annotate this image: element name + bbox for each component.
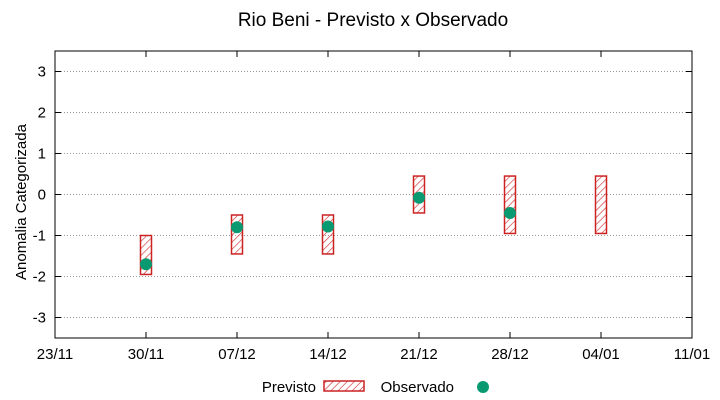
y-axis-label: Anomalia Categorizada xyxy=(13,123,30,280)
chart-title: Rio Beni - Previsto x Observado xyxy=(238,10,508,31)
x-tick-label: 11/01 xyxy=(674,346,710,363)
x-tick-label: 21/12 xyxy=(400,346,438,363)
legend-label-previsto: Previsto xyxy=(262,379,316,396)
legend: Previsto Observado xyxy=(262,379,489,396)
grid xyxy=(55,71,692,318)
observado-point xyxy=(231,221,243,234)
axis-ticks: -3 -2 -1 0 1 2 3 23/11 30/11 07/12 14/12 21/12 28/12… xyxy=(33,51,710,363)
observado-point xyxy=(413,191,425,204)
previsto-range-bar xyxy=(594,175,608,235)
x-tick-label: 30/11 xyxy=(128,346,164,363)
y-tick-label: -2 xyxy=(33,269,46,286)
legend-label-observado: Observado xyxy=(381,379,454,396)
previsto-range-bar xyxy=(321,214,335,255)
previsto-range-bar xyxy=(139,234,153,276)
observado-point xyxy=(504,206,516,219)
observado-point xyxy=(140,258,152,271)
x-tick-label: 28/12 xyxy=(491,346,529,363)
y-tick-label: -1 xyxy=(33,228,46,245)
x-tick-label: 14/12 xyxy=(309,346,347,363)
legend-swatch-previsto xyxy=(323,380,365,392)
y-tick-label: 0 xyxy=(38,187,46,204)
observado-point xyxy=(322,220,334,233)
x-tick-label: 07/12 xyxy=(218,346,256,363)
chart-marks xyxy=(139,175,608,276)
x-tick-label: 23/11 xyxy=(37,346,73,363)
y-tick-label: 3 xyxy=(38,64,46,81)
y-tick-label: 1 xyxy=(38,146,46,163)
plot-frame xyxy=(54,50,693,339)
previsto-range-bar xyxy=(503,175,517,235)
x-tick-label: 04/01 xyxy=(582,346,620,363)
y-tick-label: -3 xyxy=(33,310,46,327)
previsto-range-bar xyxy=(230,214,244,255)
legend-swatch-observado xyxy=(477,381,489,393)
y-tick-label: 2 xyxy=(38,105,46,122)
